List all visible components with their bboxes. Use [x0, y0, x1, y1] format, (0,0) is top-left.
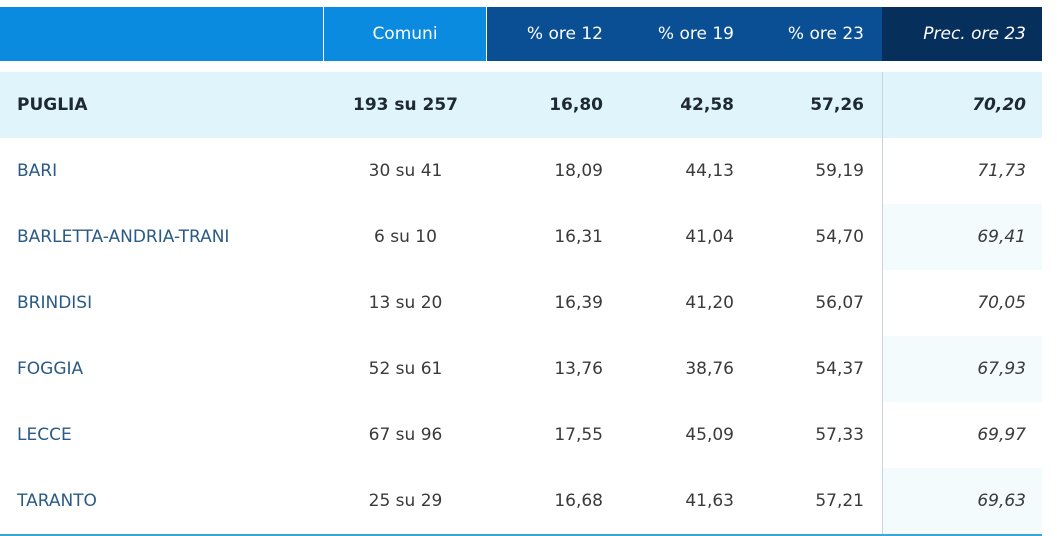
row-name[interactable]: BARI	[17, 161, 58, 181]
row-percent-23: 59,19	[815, 161, 864, 181]
header-percent-19[interactable]: % ore 19	[617, 7, 748, 61]
row-name[interactable]: BARLETTA-ANDRIA-TRANI	[17, 227, 230, 247]
table-row[interactable]: LECCE 67 su 96 17,55 45,09 57,33 69,97	[0, 402, 1042, 468]
table-bottom-border	[0, 534, 1042, 536]
row-percent-19: 45,09	[685, 425, 734, 445]
table-body: PUGLIA 193 su 257 16,80 42,58 57,26 70,2…	[0, 72, 1042, 534]
row-percent-12: 16,31	[554, 227, 603, 247]
row-percent-19: 44,13	[685, 161, 734, 181]
row-percent-23: 56,07	[815, 293, 864, 313]
row-percent-12: 17,55	[554, 425, 603, 445]
row-name[interactable]: FOGGIA	[17, 359, 84, 379]
row-comuni: 25 su 29	[368, 491, 443, 511]
row-percent-19: 41,63	[685, 491, 734, 511]
row-percent-19: 42,58	[680, 95, 734, 115]
row-previous-23: 69,97	[882, 402, 1042, 468]
header-percent-23[interactable]: % ore 23	[748, 7, 882, 61]
row-percent-23: 57,26	[810, 95, 864, 115]
table-header: Comuni % ore 12 % ore 19 % ore 23 Prec. …	[0, 7, 1042, 61]
row-name[interactable]: BRINDISI	[17, 293, 93, 313]
row-comuni: 67 su 96	[368, 425, 443, 445]
table-row[interactable]: TARANTO 25 su 29 16,68 41,63 57,21 69,63	[0, 468, 1042, 534]
row-percent-23: 54,37	[815, 359, 864, 379]
table-row[interactable]: BARI 30 su 41 18,09 44,13 59,19 71,73	[0, 138, 1042, 204]
row-percent-12: 16,39	[554, 293, 603, 313]
row-comuni: 30 su 41	[368, 161, 443, 181]
row-previous-23: 67,93	[882, 336, 1042, 402]
row-comuni: 13 su 20	[368, 293, 443, 313]
row-comuni: 6 su 10	[374, 227, 437, 247]
row-percent-12: 13,76	[554, 359, 603, 379]
row-comuni: 52 su 61	[368, 359, 443, 379]
row-percent-23: 54,70	[815, 227, 864, 247]
row-percent-12: 18,09	[554, 161, 603, 181]
header-percent-12[interactable]: % ore 12	[487, 7, 617, 61]
row-previous-23: 70,20	[882, 72, 1042, 138]
table-row[interactable]: BRINDISI 13 su 20 16,39 41,20 56,07 70,0…	[0, 270, 1042, 336]
row-percent-12: 16,80	[549, 95, 603, 115]
table-row[interactable]: FOGGIA 52 su 61 13,76 38,76 54,37 67,93	[0, 336, 1042, 402]
row-percent-19: 41,20	[685, 293, 734, 313]
row-name[interactable]: TARANTO	[17, 491, 97, 511]
row-percent-19: 38,76	[685, 359, 734, 379]
row-percent-19: 41,04	[685, 227, 734, 247]
row-percent-23: 57,21	[815, 491, 864, 511]
row-previous-23: 71,73	[882, 138, 1042, 204]
table-row-total[interactable]: PUGLIA 193 su 257 16,80 42,58 57,26 70,2…	[0, 72, 1042, 138]
row-previous-23: 70,05	[882, 270, 1042, 336]
row-previous-23: 69,63	[882, 468, 1042, 534]
row-percent-12: 16,68	[554, 491, 603, 511]
header-comuni[interactable]: Comuni	[324, 7, 487, 61]
table-row[interactable]: BARLETTA-ANDRIA-TRANI 6 su 10 16,31 41,0…	[0, 204, 1042, 270]
row-previous-23: 69,41	[882, 204, 1042, 270]
row-name: PUGLIA	[17, 95, 88, 115]
row-comuni: 193 su 257	[352, 95, 459, 115]
header-blank	[0, 7, 324, 61]
row-percent-23: 57,33	[815, 425, 864, 445]
row-name[interactable]: LECCE	[17, 425, 72, 445]
header-previous-23[interactable]: Prec. ore 23	[882, 7, 1042, 61]
